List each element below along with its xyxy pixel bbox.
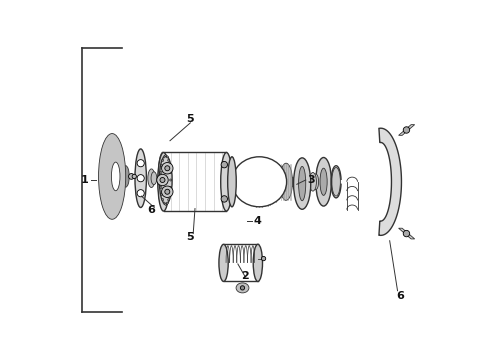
Ellipse shape	[111, 162, 120, 191]
Ellipse shape	[313, 174, 318, 190]
Circle shape	[160, 171, 162, 174]
Circle shape	[132, 174, 136, 179]
Ellipse shape	[298, 166, 306, 201]
Ellipse shape	[151, 172, 157, 185]
Ellipse shape	[159, 156, 172, 204]
Circle shape	[170, 179, 172, 181]
Ellipse shape	[98, 134, 126, 219]
Circle shape	[163, 202, 165, 204]
Circle shape	[403, 127, 410, 133]
Text: 2: 2	[241, 271, 249, 282]
Circle shape	[170, 171, 172, 174]
Circle shape	[165, 155, 167, 157]
Circle shape	[160, 179, 162, 181]
Text: 4: 4	[253, 216, 262, 226]
Circle shape	[403, 230, 410, 237]
Polygon shape	[398, 125, 415, 135]
Circle shape	[166, 202, 168, 204]
Text: 5: 5	[187, 114, 194, 124]
Ellipse shape	[316, 157, 331, 206]
Circle shape	[166, 156, 168, 158]
Polygon shape	[379, 128, 401, 235]
Circle shape	[170, 186, 172, 189]
Circle shape	[161, 193, 163, 195]
Circle shape	[221, 196, 227, 202]
Ellipse shape	[102, 148, 122, 205]
Circle shape	[262, 256, 266, 261]
Circle shape	[137, 175, 144, 182]
Circle shape	[128, 174, 134, 179]
Text: 5: 5	[186, 232, 194, 242]
Ellipse shape	[220, 153, 232, 211]
Ellipse shape	[236, 283, 249, 293]
Circle shape	[165, 203, 167, 205]
Text: 3: 3	[307, 175, 315, 185]
Text: 6: 6	[396, 291, 404, 301]
Circle shape	[137, 159, 144, 167]
Ellipse shape	[280, 163, 293, 201]
Ellipse shape	[320, 168, 327, 195]
Circle shape	[162, 199, 164, 201]
Polygon shape	[398, 228, 415, 239]
Ellipse shape	[228, 157, 236, 207]
Ellipse shape	[309, 172, 317, 191]
Circle shape	[163, 156, 165, 158]
Circle shape	[162, 186, 173, 198]
Circle shape	[168, 199, 170, 201]
Ellipse shape	[158, 153, 169, 211]
Ellipse shape	[232, 157, 287, 207]
Ellipse shape	[253, 244, 263, 282]
Circle shape	[157, 174, 168, 186]
Circle shape	[162, 162, 173, 174]
Ellipse shape	[294, 158, 311, 209]
Circle shape	[169, 193, 171, 195]
Ellipse shape	[135, 149, 147, 207]
Ellipse shape	[219, 244, 228, 282]
Text: 6: 6	[147, 205, 155, 215]
Circle shape	[137, 190, 144, 197]
Circle shape	[160, 186, 162, 189]
Circle shape	[168, 159, 170, 161]
Circle shape	[162, 159, 164, 161]
Ellipse shape	[158, 152, 168, 208]
Circle shape	[221, 161, 227, 168]
Text: 1: 1	[81, 175, 89, 185]
Ellipse shape	[148, 169, 155, 188]
Circle shape	[169, 165, 171, 167]
Circle shape	[241, 286, 245, 290]
Circle shape	[165, 189, 170, 194]
Circle shape	[161, 165, 163, 167]
Ellipse shape	[332, 167, 341, 196]
Ellipse shape	[122, 166, 129, 187]
Circle shape	[165, 166, 170, 171]
Circle shape	[160, 177, 165, 183]
